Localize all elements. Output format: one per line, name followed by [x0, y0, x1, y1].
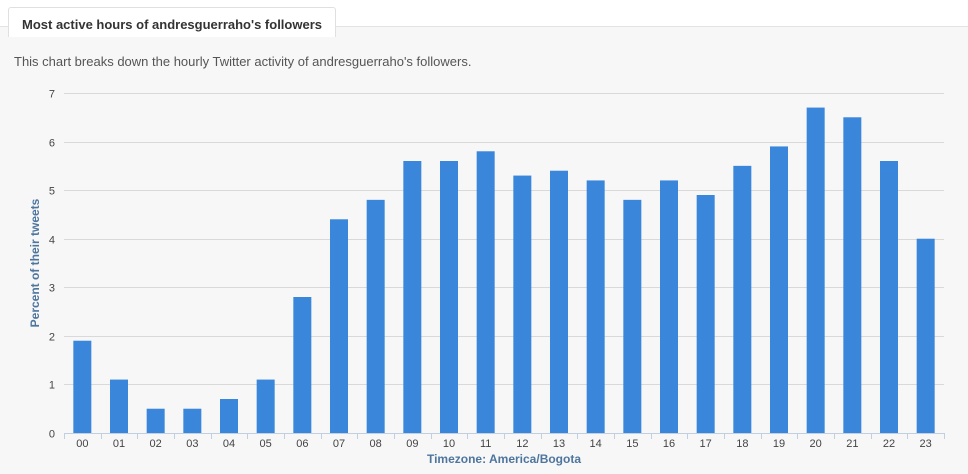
bar-hour-04	[220, 399, 238, 433]
x-tick-label: 09	[406, 438, 418, 450]
chart-description: This chart breaks down the hourly Twitte…	[14, 54, 472, 69]
x-tick-label: 08	[370, 438, 382, 450]
bar-hour-13	[550, 170, 568, 433]
x-axis-title: Timezone: America/Bogota	[427, 452, 581, 466]
bar-hour-06	[293, 297, 312, 433]
x-tick-label: 14	[590, 438, 602, 450]
x-tick-label: 20	[810, 438, 822, 450]
y-tick-label: 0	[49, 429, 55, 441]
x-tick-label: 18	[736, 438, 748, 450]
bar-hour-22	[880, 161, 898, 433]
gridlines	[64, 93, 944, 385]
bar-hour-05	[256, 379, 275, 433]
y-tick-label: 5	[49, 186, 55, 198]
x-tick-label: 15	[626, 438, 638, 450]
x-tick-label: 16	[663, 438, 675, 450]
x-tick-label: 13	[553, 438, 565, 450]
x-tick-label: 02	[150, 438, 162, 450]
x-tick-label: 00	[76, 438, 88, 450]
x-tick-label: 19	[773, 438, 785, 450]
x-tick-label: 21	[846, 438, 858, 450]
bar-hour-11	[476, 151, 495, 434]
chart-tab[interactable]: Most active hours of andresguerraho's fo…	[8, 7, 336, 37]
bar-hour-09	[403, 161, 422, 433]
y-tick-label: 1	[49, 380, 55, 392]
x-tick-label: 04	[223, 438, 235, 450]
bar-hour-20	[806, 107, 825, 434]
bar-hour-23	[916, 238, 935, 433]
y-tick-label: 4	[49, 235, 55, 247]
x-tick-label: 17	[700, 438, 712, 450]
x-tick-label: 01	[113, 438, 125, 450]
bar-hour-01	[110, 379, 128, 433]
x-tick-label: 10	[443, 438, 455, 450]
x-tick-label: 03	[186, 438, 198, 450]
bar-hour-10	[440, 161, 458, 433]
y-axis-title: Percent of their tweets	[28, 198, 42, 327]
bar-hour-00	[73, 340, 92, 433]
x-tick-label: 07	[333, 438, 345, 450]
bar-hour-21	[843, 117, 862, 434]
x-tick-label: 22	[883, 438, 895, 450]
bar-hour-19	[770, 146, 788, 433]
y-tick-label: 3	[49, 283, 55, 295]
x-tick-label: 05	[260, 438, 272, 450]
bar-hour-17	[696, 195, 715, 433]
x-tick-label: 23	[920, 438, 932, 450]
bar-hour-12	[513, 175, 532, 434]
bar-hour-08	[366, 199, 385, 433]
bar-hour-18	[733, 165, 752, 433]
bar-hour-16	[660, 180, 678, 433]
x-tick-label: 11	[480, 438, 491, 450]
bar-hour-15	[623, 199, 642, 433]
x-tick-label: 12	[516, 438, 528, 450]
bar-hour-07	[330, 219, 348, 433]
x-tick-label: 06	[296, 438, 308, 450]
y-tick-label: 7	[49, 89, 55, 101]
y-tick-label: 6	[49, 138, 55, 150]
y-tick-label: 2	[49, 332, 55, 344]
bar-hour-14	[586, 180, 605, 433]
bar-hour-02	[146, 408, 165, 433]
bar-hour-03	[183, 408, 202, 433]
bars	[73, 107, 935, 434]
